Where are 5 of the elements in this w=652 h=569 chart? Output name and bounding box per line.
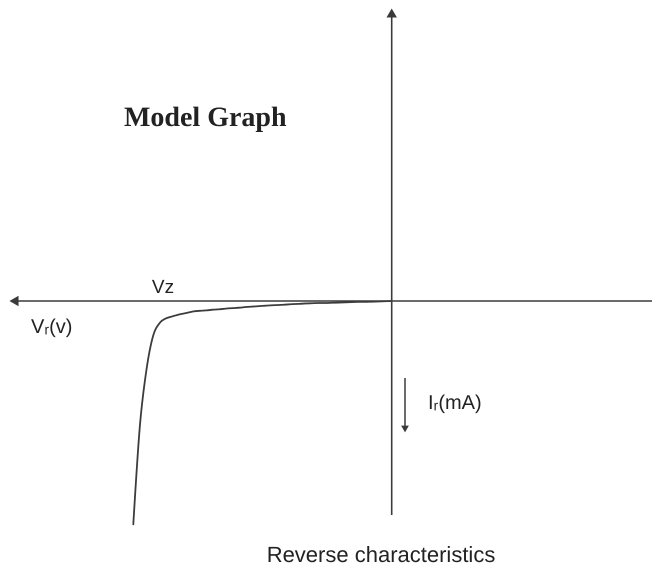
chart-title: Model Graph	[124, 102, 287, 133]
text: Reverse characteristics	[266, 542, 496, 567]
text: Vz	[152, 277, 174, 298]
y-axis-title: Iᵣ(mA)	[428, 392, 482, 414]
x-axis-title: Vᵣ(v)	[31, 316, 72, 338]
